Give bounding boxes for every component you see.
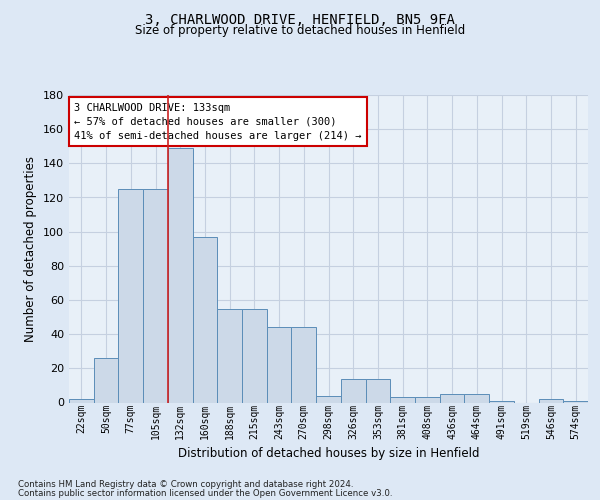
Bar	[94, 358, 118, 403]
Bar	[143, 189, 168, 402]
Bar	[440, 394, 464, 402]
Bar	[390, 398, 415, 402]
Bar	[193, 237, 217, 402]
Text: 3, CHARLWOOD DRIVE, HENFIELD, BN5 9FA: 3, CHARLWOOD DRIVE, HENFIELD, BN5 9FA	[145, 12, 455, 26]
Y-axis label: Number of detached properties: Number of detached properties	[25, 156, 37, 342]
Bar	[217, 308, 242, 402]
Bar	[267, 328, 292, 402]
Bar	[365, 378, 390, 402]
Text: Size of property relative to detached houses in Henfield: Size of property relative to detached ho…	[135, 24, 465, 37]
Bar	[316, 396, 341, 402]
Bar	[292, 328, 316, 402]
Bar	[242, 308, 267, 402]
Bar	[563, 401, 588, 402]
Bar	[69, 399, 94, 402]
Text: Contains public sector information licensed under the Open Government Licence v3: Contains public sector information licen…	[18, 490, 392, 498]
Bar	[168, 148, 193, 403]
Text: Contains HM Land Registry data © Crown copyright and database right 2024.: Contains HM Land Registry data © Crown c…	[18, 480, 353, 489]
Bar	[489, 401, 514, 402]
Bar	[415, 398, 440, 402]
Bar	[539, 399, 563, 402]
X-axis label: Distribution of detached houses by size in Henfield: Distribution of detached houses by size …	[178, 448, 479, 460]
Bar	[341, 378, 365, 402]
Bar	[464, 394, 489, 402]
Text: 3 CHARLWOOD DRIVE: 133sqm
← 57% of detached houses are smaller (300)
41% of semi: 3 CHARLWOOD DRIVE: 133sqm ← 57% of detac…	[74, 102, 362, 141]
Bar	[118, 189, 143, 402]
